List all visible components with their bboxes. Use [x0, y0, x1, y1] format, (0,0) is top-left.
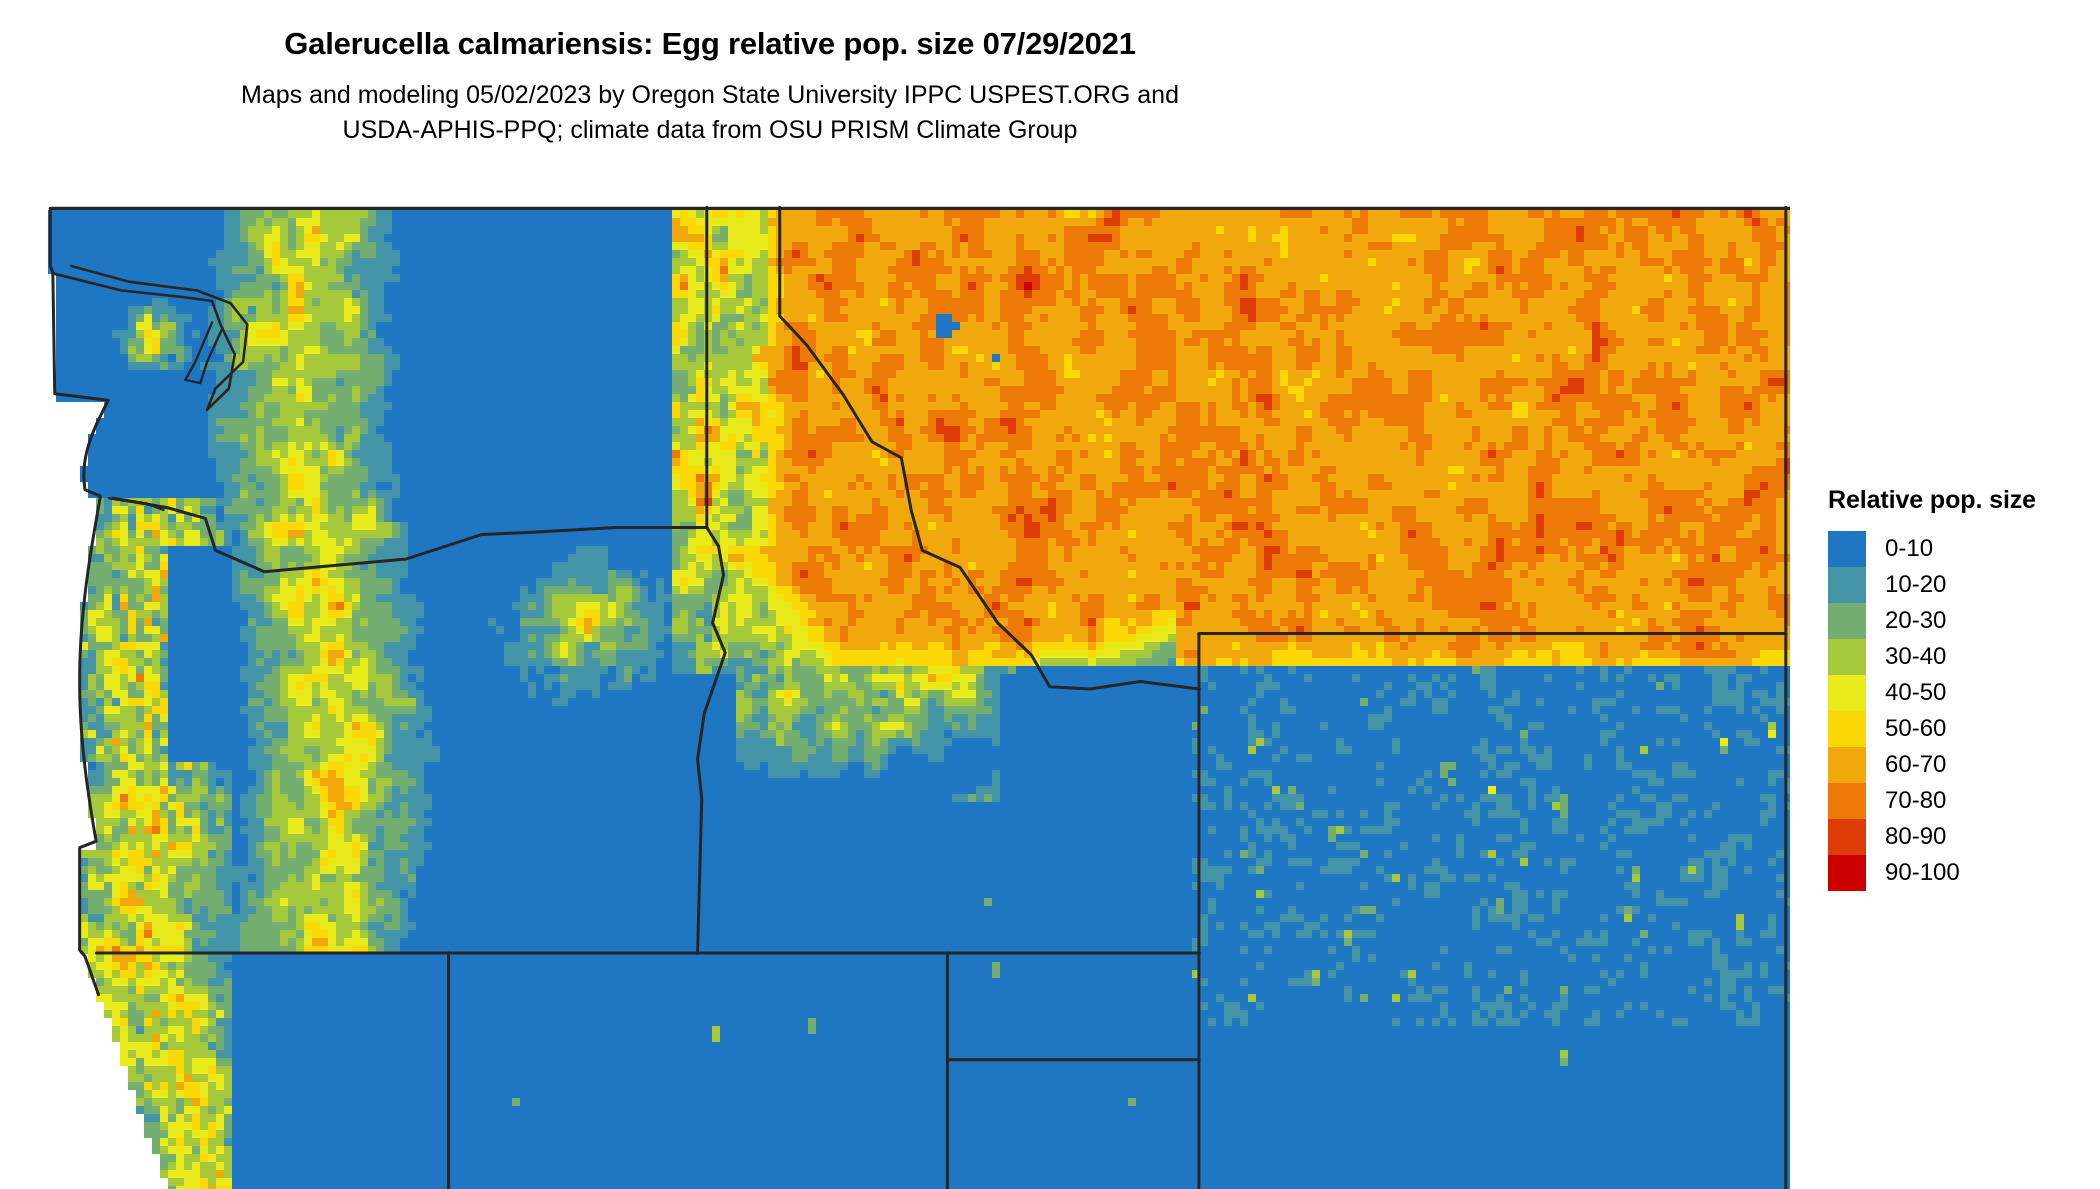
legend-row: 30-40	[1828, 639, 2098, 675]
legend-swatch	[1828, 531, 1866, 567]
legend-label: 30-40	[1885, 643, 1947, 670]
legend-row: 80-90	[1828, 819, 2098, 855]
legend-label: 10-20	[1885, 571, 1947, 598]
legend-row: 0-10	[1828, 531, 2098, 567]
legend-label: 50-60	[1885, 715, 1947, 742]
legend-row: 70-80	[1828, 783, 2098, 819]
map-subtitle-line-1: Maps and modeling 05/02/2023 by Oregon S…	[241, 80, 1179, 109]
legend-swatch	[1828, 675, 1866, 711]
legend-swatch	[1828, 567, 1866, 603]
legend-label: 40-50	[1885, 679, 1947, 706]
legend-swatch	[1828, 747, 1866, 783]
legend-label: 80-90	[1885, 823, 1947, 850]
legend-swatch	[1828, 855, 1866, 891]
legend-swatch	[1828, 783, 1866, 819]
choropleth-raster[interactable]	[0, 202, 1790, 1189]
legend-label: 90-100	[1885, 859, 1960, 886]
map-subtitle-line-2: USDA-APHIS-PPQ; climate data from OSU PR…	[342, 116, 1078, 145]
legend-title: Relative pop. size	[1828, 486, 2036, 514]
map-panel[interactable]	[0, 202, 1790, 1189]
legend-row: 50-60	[1828, 711, 2098, 747]
legend-swatch	[1828, 711, 1866, 747]
map-subtitle: Maps and modeling 05/02/2023 by Oregon S…	[0, 62, 1420, 149]
legend-items: 0-10 10-20 20-30 30-40 40-50 50-60 60-70 70-80 8…	[1828, 531, 2098, 891]
legend-row: 20-30	[1828, 603, 2098, 639]
legend-label: 70-80	[1885, 787, 1947, 814]
legend: Relative pop. size 0-10 10-20 20-30 30-40 40…	[1828, 486, 2098, 891]
legend-swatch	[1828, 639, 1866, 675]
page-title: Galerucella calmariensis: Egg relative p…	[284, 26, 1136, 61]
legend-row: 40-50	[1828, 675, 2098, 711]
map-header: Galerucella calmariensis: Egg relative p…	[0, 0, 1420, 149]
legend-label: 20-30	[1885, 607, 1947, 634]
legend-label: 0-10	[1885, 535, 1934, 562]
legend-row: 60-70	[1828, 747, 2098, 783]
legend-label: 60-70	[1885, 751, 1947, 778]
legend-row: 90-100	[1828, 855, 2098, 891]
legend-row: 10-20	[1828, 567, 2098, 603]
legend-swatch	[1828, 603, 1866, 639]
legend-swatch	[1828, 819, 1866, 855]
